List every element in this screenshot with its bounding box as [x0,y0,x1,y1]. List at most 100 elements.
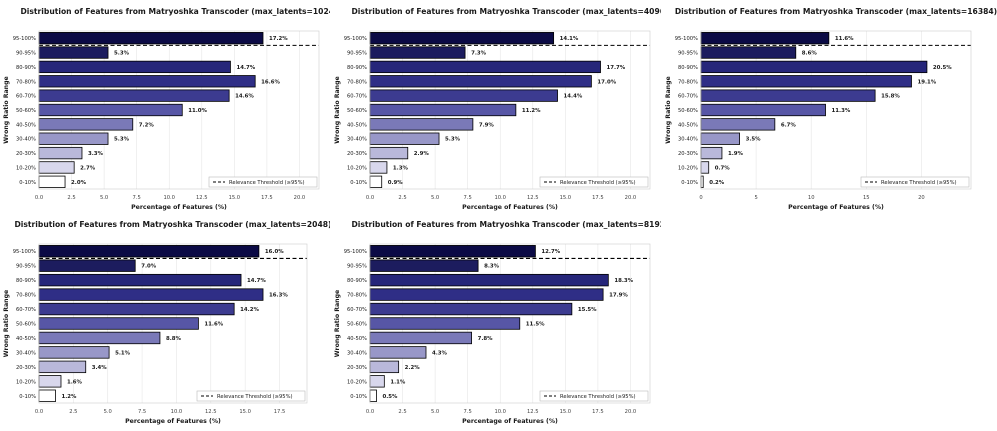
bar-10-20% [38,375,62,388]
x-tick-label: 20.0 [625,409,637,415]
bar-20-30% [369,360,400,374]
category-label: 20-30% [16,365,36,371]
bar-40-50% [38,118,134,131]
bar-80-90% [369,60,601,74]
category-label: 70-80% [347,79,367,85]
x-tick-label: 17.5 [274,409,286,415]
value-label: 1.3% [393,165,409,171]
category-label: 60-70% [678,94,698,100]
category-label: 10-20% [347,165,367,171]
category-label: 30-40% [678,137,698,143]
category-label: 70-80% [678,79,698,85]
category-label: 0-10% [19,180,36,186]
category-label: 0-10% [19,394,36,400]
value-label: 15.8% [881,94,900,100]
bar-30-40% [38,132,109,145]
chart-title: Distribution of Features from Matryoshka… [675,7,997,16]
bar-10-20% [700,161,710,174]
x-axis-label: Percentage of Features (%) [131,204,227,211]
x-tick-label: 2.5 [67,195,75,201]
category-label: 90-95% [678,51,698,57]
bar-95-100% [38,32,264,45]
chart-title: Distribution of Features from Matryoshka… [14,220,330,229]
plot-frame [38,243,308,404]
value-label: 0.5% [383,394,399,400]
value-label: 20.5% [933,65,952,71]
bar-0-10% [38,389,56,402]
value-label: 3.5% [746,137,762,143]
y-axis-label: Wrong Ratio Range [3,76,10,143]
category-label: 70-80% [347,293,367,299]
value-label: 11.5% [526,322,545,328]
value-label: 3.4% [92,365,108,371]
category-label: 95-100% [13,36,36,42]
category-label: 50-60% [16,322,36,328]
bar-80-90% [700,60,928,74]
legend-box [196,390,306,402]
bar-70-80% [700,75,912,88]
bar-10-20% [369,161,388,174]
bar-60-70% [38,302,235,316]
category-label: 80-90% [678,65,698,71]
x-tick-label: 12.5 [196,195,208,201]
bar-50-60% [38,317,199,330]
category-label: 50-60% [347,322,367,328]
x-tick-label: 7.5 [133,195,141,201]
x-tick-label: 20 [918,195,925,201]
chart-svg-1024: Distribution of Features from Matryoshka… [3,7,338,211]
bar-70-80% [369,288,604,301]
x-tick-label: 0.0 [366,409,374,415]
value-label: 16.3% [269,293,288,299]
bar-50-60% [38,103,183,117]
bar-20-30% [38,360,87,374]
bar-70-80% [38,75,256,88]
value-label: 7.9% [479,122,495,128]
category-label: 60-70% [16,307,36,313]
value-label: 2.9% [414,151,430,157]
x-tick-label: 10.0 [494,409,506,415]
legend-label: Relevance Threshold (≥95%) [560,394,636,400]
chart-panel-16384: Distribution of Features from Matryoshka… [662,0,997,213]
value-label: 14.7% [247,278,266,284]
category-label: 20-30% [678,151,698,157]
bar-40-50% [38,331,161,345]
x-tick-label: 10 [808,195,815,201]
value-label: 12.7% [541,249,560,255]
value-label: 17.7% [607,65,626,71]
category-label: 80-90% [16,278,36,284]
category-label: 20-30% [16,151,36,157]
category-label: 50-60% [16,108,36,114]
bar-40-50% [369,331,472,345]
value-label: 5.3% [114,137,130,143]
bar-30-40% [700,132,740,145]
x-tick-label: 7.5 [464,409,472,415]
category-label: 60-70% [347,94,367,100]
plot-frame [369,243,651,404]
bar-95-100% [700,32,830,45]
category-label: 90-95% [16,264,36,270]
value-label: 17.2% [269,36,288,42]
x-tick-label: 15.0 [229,195,241,201]
bar-0-10% [369,175,383,188]
bar-80-90% [38,273,242,287]
category-label: 90-95% [347,264,367,270]
value-label: 2.0% [71,180,87,186]
value-label: 8.6% [802,51,818,57]
x-tick-label: 0.0 [366,195,374,201]
x-tick-label: 15.0 [239,409,251,415]
x-axis-label: Percentage of Features (%) [788,204,884,211]
value-label: 7.0% [141,264,157,270]
x-axis-label: Percentage of Features (%) [125,418,221,425]
plot-frame [38,30,320,190]
x-axis-label: Percentage of Features (%) [462,418,558,425]
value-label: 3.3% [88,151,104,157]
x-tick-label: 5.0 [100,195,108,201]
value-label: 5.3% [114,51,130,57]
value-label: 6.7% [781,122,797,128]
x-tick-label: 7.5 [138,409,146,415]
legend-box [539,176,649,188]
chart-svg-16384: Distribution of Features from Matryoshka… [665,7,997,211]
value-label: 14.2% [240,307,259,313]
x-tick-label: 2.5 [69,409,77,415]
